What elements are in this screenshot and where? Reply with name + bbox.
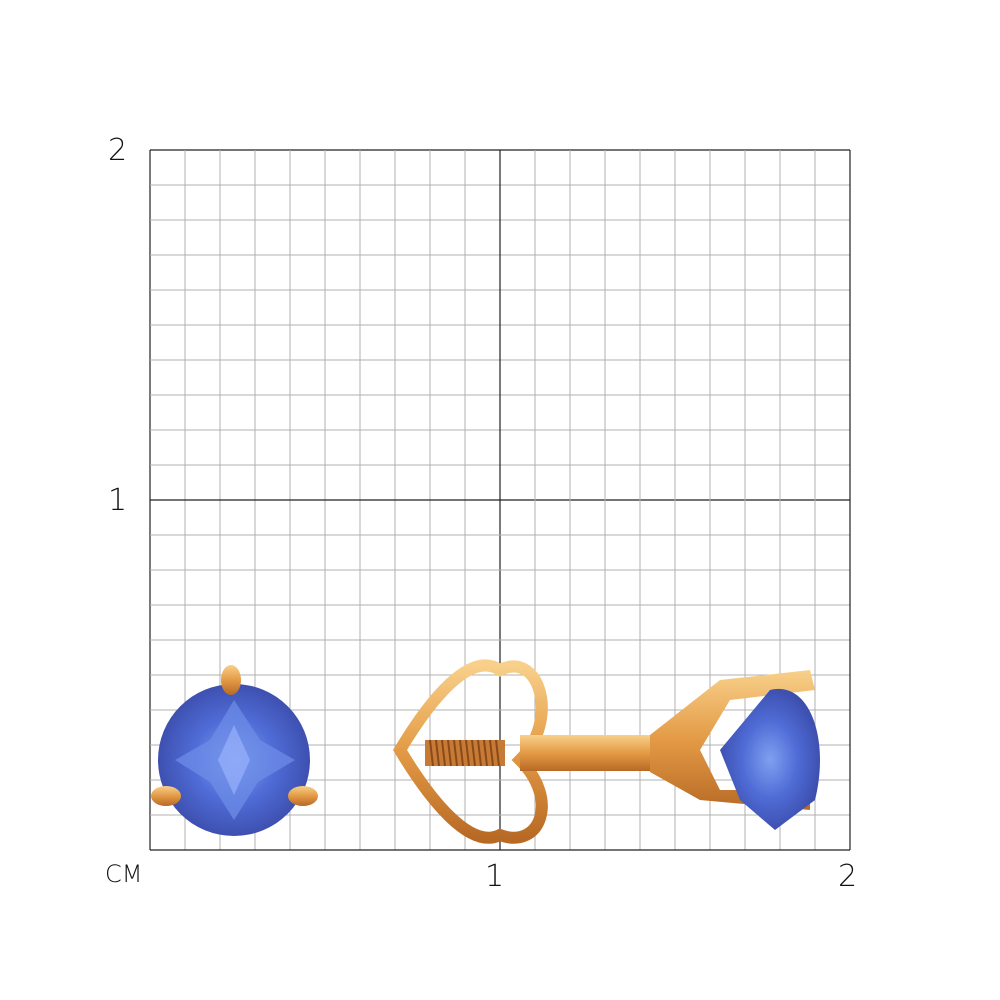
screw-thread [447,739,452,767]
screw-thread [435,739,440,767]
y-axis-label-1: 1 [108,483,128,518]
y-axis-label-2: 2 [108,133,128,168]
x-axis-label-1: 1 [485,859,505,894]
unit-label: СМ [105,860,143,888]
screw-thread [429,739,434,767]
screw-thread [459,739,464,767]
screw-thread [441,739,446,767]
x-axis-label-2: 2 [838,859,858,894]
screw-thread [495,739,500,767]
screw-thread [453,739,458,767]
screw-thread [471,739,476,767]
screw-thread [465,739,470,767]
screw-thread [477,739,482,767]
screw-thread [483,739,488,767]
earring-side-view [393,659,820,844]
screw-thread [489,739,494,767]
earring-front-view [151,665,318,836]
